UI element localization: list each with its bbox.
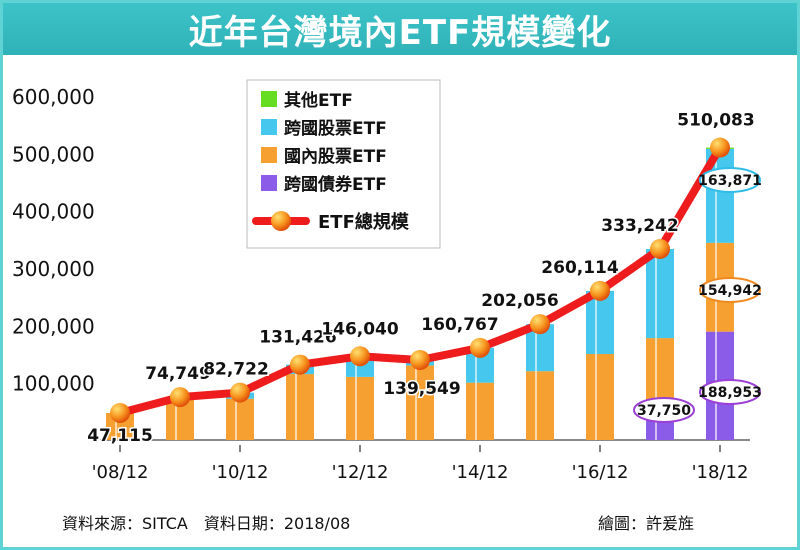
total-value-label: 160,767 <box>421 315 498 335</box>
total-point <box>410 349 430 370</box>
y-tick-label: 300,000 <box>12 257 95 281</box>
callout-bubble <box>699 277 761 303</box>
credit-note: 繪圖：許爰旌 <box>598 514 695 533</box>
chart-title: 近年台灣境內ETF規模變化 <box>188 12 612 53</box>
callout-label: 163,871 <box>698 173 762 189</box>
bar-segment <box>466 382 494 440</box>
x-tick-label: '08/12 <box>92 462 149 483</box>
legend-ball-icon <box>271 211 291 231</box>
callout-label: 188,953 <box>698 385 762 401</box>
callout-bubble <box>633 397 695 423</box>
total-point <box>710 137 730 158</box>
bar-segment <box>526 371 554 440</box>
total-value-label: 146,040 <box>321 319 399 339</box>
y-tick-label: 500,000 <box>12 142 95 166</box>
bar-segment <box>286 374 314 440</box>
x-tick-label: '18/12 <box>692 462 749 483</box>
total-point <box>350 346 370 367</box>
total-value-label: 139,549 <box>383 379 460 399</box>
callout-label: 37,750 <box>637 403 691 419</box>
total-value-label: 74,749 <box>145 364 211 384</box>
legend-swatch <box>261 175 277 191</box>
legend-label: ETF總規模 <box>318 211 410 233</box>
y-tick-label: 100,000 <box>12 372 95 396</box>
total-value-label: 510,083 <box>677 111 754 131</box>
total-value-label: 333,242 <box>601 216 678 236</box>
bar-segment <box>646 248 674 339</box>
total-value-label: 202,056 <box>481 291 558 311</box>
callout-bubble <box>699 379 761 405</box>
total-value-label: 47,115 <box>87 426 153 446</box>
total-value-label: 260,114 <box>541 258 619 278</box>
y-tick-label: 600,000 <box>12 85 95 109</box>
bar-segment <box>586 354 614 440</box>
total-value-label: 131,426 <box>259 328 336 348</box>
legend-swatch <box>261 91 277 107</box>
x-tick-label: '12/12 <box>332 462 389 483</box>
total-value-label: 82,722 <box>203 360 269 380</box>
y-tick-label: 400,000 <box>12 200 95 224</box>
legend-swatch <box>261 147 277 163</box>
total-point <box>230 382 250 403</box>
legend-swatch <box>261 119 277 135</box>
total-point <box>530 314 550 335</box>
legend-label: 其他ETF <box>284 90 353 111</box>
source-note: 資料來源：SITCA 資料日期：2018/08 <box>62 514 351 533</box>
total-point <box>170 387 190 408</box>
y-tick-label: 200,000 <box>12 314 95 338</box>
x-tick-label: '14/12 <box>452 462 509 483</box>
legend-label: 跨國債券ETF <box>284 174 387 195</box>
callout-bubble <box>699 167 761 193</box>
x-tick-label: '10/12 <box>212 462 269 483</box>
x-tick-label: '16/12 <box>572 462 629 483</box>
callout-label: 154,942 <box>698 283 762 299</box>
bar-segment <box>226 398 254 440</box>
legend-label: 國內股票ETF <box>284 147 387 167</box>
legend-label: 跨國股票ETF <box>284 119 387 139</box>
bar-segment <box>586 290 614 354</box>
total-point <box>650 238 670 259</box>
bar-segment <box>406 365 434 440</box>
title-bar: 近年台灣境內ETF規模變化 <box>3 3 797 55</box>
total-point <box>590 280 610 301</box>
bar-segment <box>646 418 674 440</box>
total-point <box>470 337 490 358</box>
total-point <box>290 354 310 375</box>
bar-segment <box>346 376 374 440</box>
total-point <box>110 402 130 423</box>
